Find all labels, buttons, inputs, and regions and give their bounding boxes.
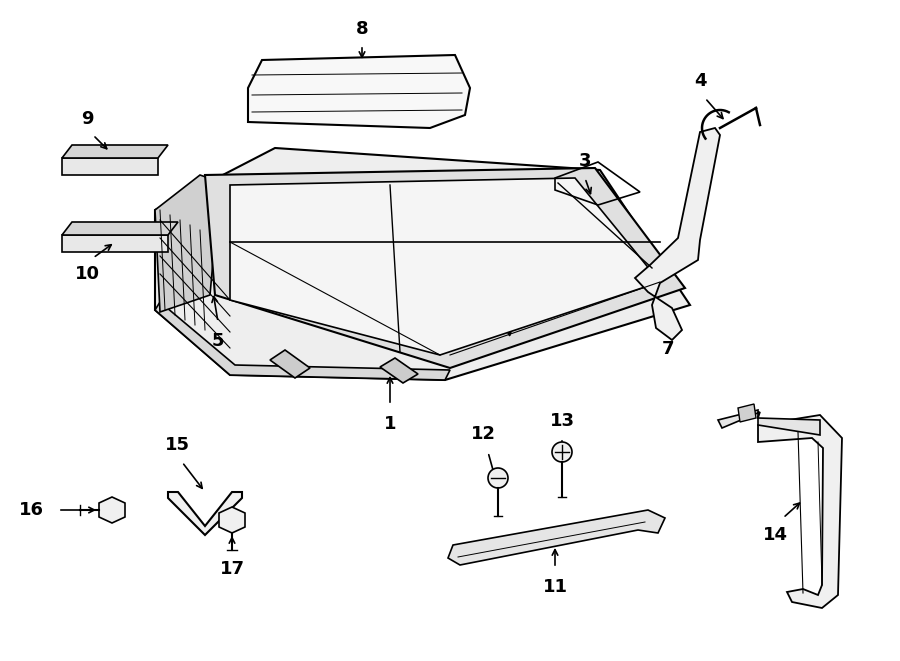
Polygon shape xyxy=(99,497,125,523)
Text: 1: 1 xyxy=(383,415,396,433)
Polygon shape xyxy=(738,404,756,422)
Polygon shape xyxy=(230,178,660,355)
Polygon shape xyxy=(62,158,158,175)
Text: 8: 8 xyxy=(356,20,368,38)
Polygon shape xyxy=(270,350,310,378)
Polygon shape xyxy=(635,128,720,340)
Text: 14: 14 xyxy=(762,526,788,544)
Text: 4: 4 xyxy=(694,72,706,90)
Polygon shape xyxy=(155,302,450,380)
Polygon shape xyxy=(758,415,842,608)
Text: 16: 16 xyxy=(19,501,44,519)
Text: 3: 3 xyxy=(579,152,591,170)
Text: 7: 7 xyxy=(662,340,674,358)
Circle shape xyxy=(488,468,508,488)
Text: 6: 6 xyxy=(500,292,513,310)
Polygon shape xyxy=(448,510,665,565)
Polygon shape xyxy=(168,492,242,535)
Polygon shape xyxy=(155,148,690,380)
Polygon shape xyxy=(62,145,168,158)
Text: 13: 13 xyxy=(550,412,574,430)
Polygon shape xyxy=(718,410,820,435)
Text: 12: 12 xyxy=(471,425,496,443)
Text: 2: 2 xyxy=(387,197,400,215)
Text: 5: 5 xyxy=(212,332,224,350)
Polygon shape xyxy=(248,55,470,128)
Text: 10: 10 xyxy=(75,265,100,283)
Text: 11: 11 xyxy=(543,578,568,596)
Text: 15: 15 xyxy=(165,436,190,454)
Text: 9: 9 xyxy=(81,110,94,128)
Polygon shape xyxy=(219,507,245,533)
Polygon shape xyxy=(62,222,178,235)
Polygon shape xyxy=(380,358,418,383)
Text: 17: 17 xyxy=(220,560,245,578)
Circle shape xyxy=(552,442,572,462)
Polygon shape xyxy=(62,235,168,252)
Polygon shape xyxy=(155,175,220,312)
Polygon shape xyxy=(205,168,685,368)
